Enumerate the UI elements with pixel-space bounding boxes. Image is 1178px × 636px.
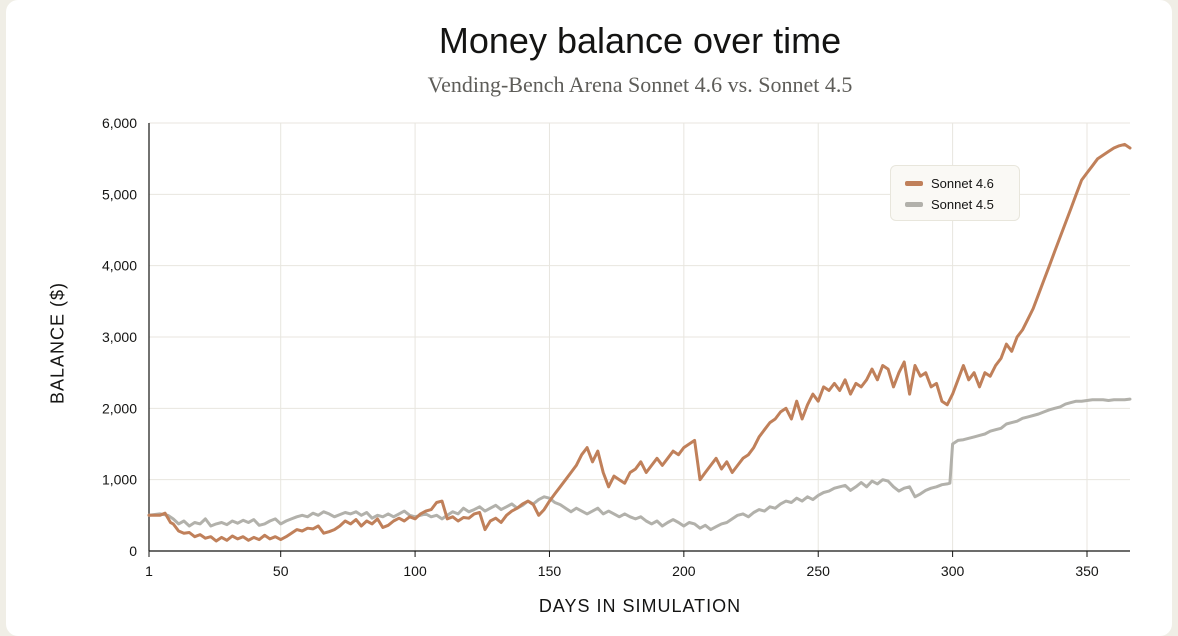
legend-item-sonnet-4-6: Sonnet 4.6 (905, 173, 994, 193)
x-tick-label: 1 (145, 563, 153, 579)
y-tick-label: 0 (129, 543, 137, 559)
x-tick-label: 350 (1075, 563, 1099, 579)
y-tick-label: 4,000 (102, 258, 137, 274)
axes (148, 123, 1130, 557)
y-tick-labels: 0 1,000 2,000 3,000 4,000 5,000 6,000 (102, 115, 137, 559)
chart-card (6, 0, 1172, 636)
legend-swatch-sonnet-4-6 (905, 180, 923, 186)
chart-title: Money balance over time (438, 20, 842, 61)
x-tick-label: 250 (807, 563, 831, 579)
series-line-sonnet-4-5 (147, 397, 1132, 532)
y-axis-label: BALANCE ($) (47, 281, 68, 405)
y-tick-label: 6,000 (102, 115, 137, 131)
legend-swatch-sonnet-4-5 (905, 201, 923, 207)
y-tick-label: 2,000 (102, 400, 137, 416)
x-tick-label: 150 (538, 563, 562, 579)
y-tick-label: 3,000 (102, 329, 137, 345)
chart-subtitle: Vending-Bench Arena Sonnet 4.6 vs. Sonne… (427, 72, 853, 97)
y-tick-label: 1,000 (102, 472, 137, 488)
y-tick-label: 5,000 (102, 186, 137, 202)
legend-label-sonnet-4-5: Sonnet 4.5 (931, 196, 994, 212)
x-tick-label: 300 (941, 563, 965, 579)
legend-label-sonnet-4-6: Sonnet 4.6 (931, 175, 994, 191)
legend: Sonnet 4.6 Sonnet 4.5 (890, 165, 1020, 221)
x-tick-label: 100 (403, 563, 427, 579)
series-lines (147, 142, 1132, 543)
legend-item-sonnet-4-5: Sonnet 4.5 (905, 194, 994, 214)
x-tick-labels: 1 50 100 150 200 250 300 350 (145, 563, 1099, 579)
x-tick-label: 50 (273, 563, 289, 579)
x-tick-label: 200 (672, 563, 696, 579)
series-line-sonnet-4-6 (147, 142, 1132, 543)
x-axis-label: DAYS IN SIMULATION (538, 596, 742, 616)
